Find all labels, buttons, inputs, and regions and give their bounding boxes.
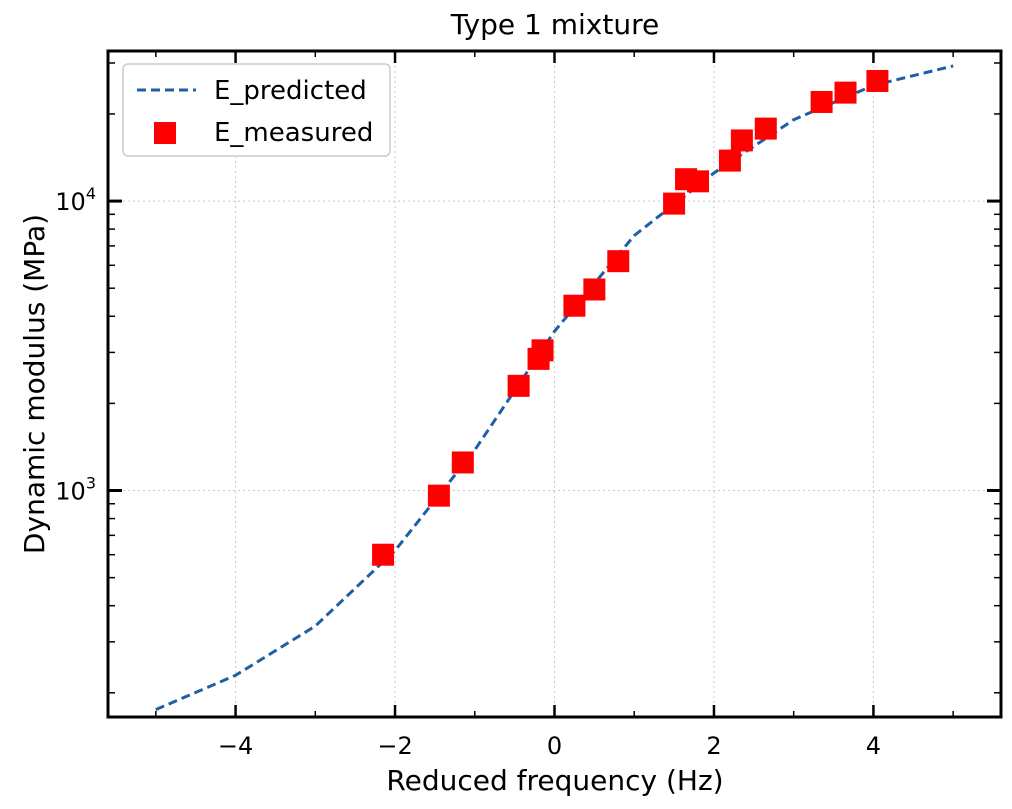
x-tick-label: −4 [218, 732, 253, 760]
e-measured-point [730, 129, 753, 152]
e-measured-point [718, 149, 741, 172]
e-measured-point [607, 250, 630, 273]
e-measured-point [563, 294, 586, 317]
legend: E_predicted E_measured [122, 63, 391, 157]
x-tick-label: 4 [866, 732, 881, 760]
e-measured-point [754, 117, 777, 140]
y-tick-label: 104 [55, 184, 96, 216]
plot-area [155, 64, 954, 711]
e-measured-point [866, 69, 889, 92]
e-measured-point [451, 451, 474, 474]
x-tick-label: −2 [377, 732, 412, 760]
e-measured-point [583, 278, 606, 301]
e-measured-point [687, 170, 710, 193]
e-measured-point [531, 339, 554, 362]
axis-ticks [108, 51, 1001, 717]
e-measured-point [427, 484, 450, 507]
legend-label-e-predicted: E_predicted [214, 76, 367, 106]
legend-label-e-measured: E_measured [214, 118, 373, 148]
e-measured-point [372, 543, 395, 566]
e-measured-point [507, 374, 530, 397]
x-axis-label: Reduced frequency (Hz) [386, 764, 723, 797]
x-tick-label: 0 [547, 732, 562, 760]
y-axis-label: Dynamic modulus (MPa) [18, 214, 51, 554]
legend-swatch-e-measured [154, 122, 176, 144]
y-tick-label: 103 [55, 474, 96, 506]
e-measured-point [810, 90, 833, 113]
e-measured-point [834, 81, 857, 104]
grid [108, 51, 1001, 717]
legend-frame [122, 63, 391, 157]
tick-labels: −4 −2 0 2 4 103 104 [55, 184, 881, 760]
e-measured-point [663, 192, 686, 215]
chart-title: Type 1 mixture [450, 8, 659, 41]
x-tick-label: 2 [706, 732, 721, 760]
